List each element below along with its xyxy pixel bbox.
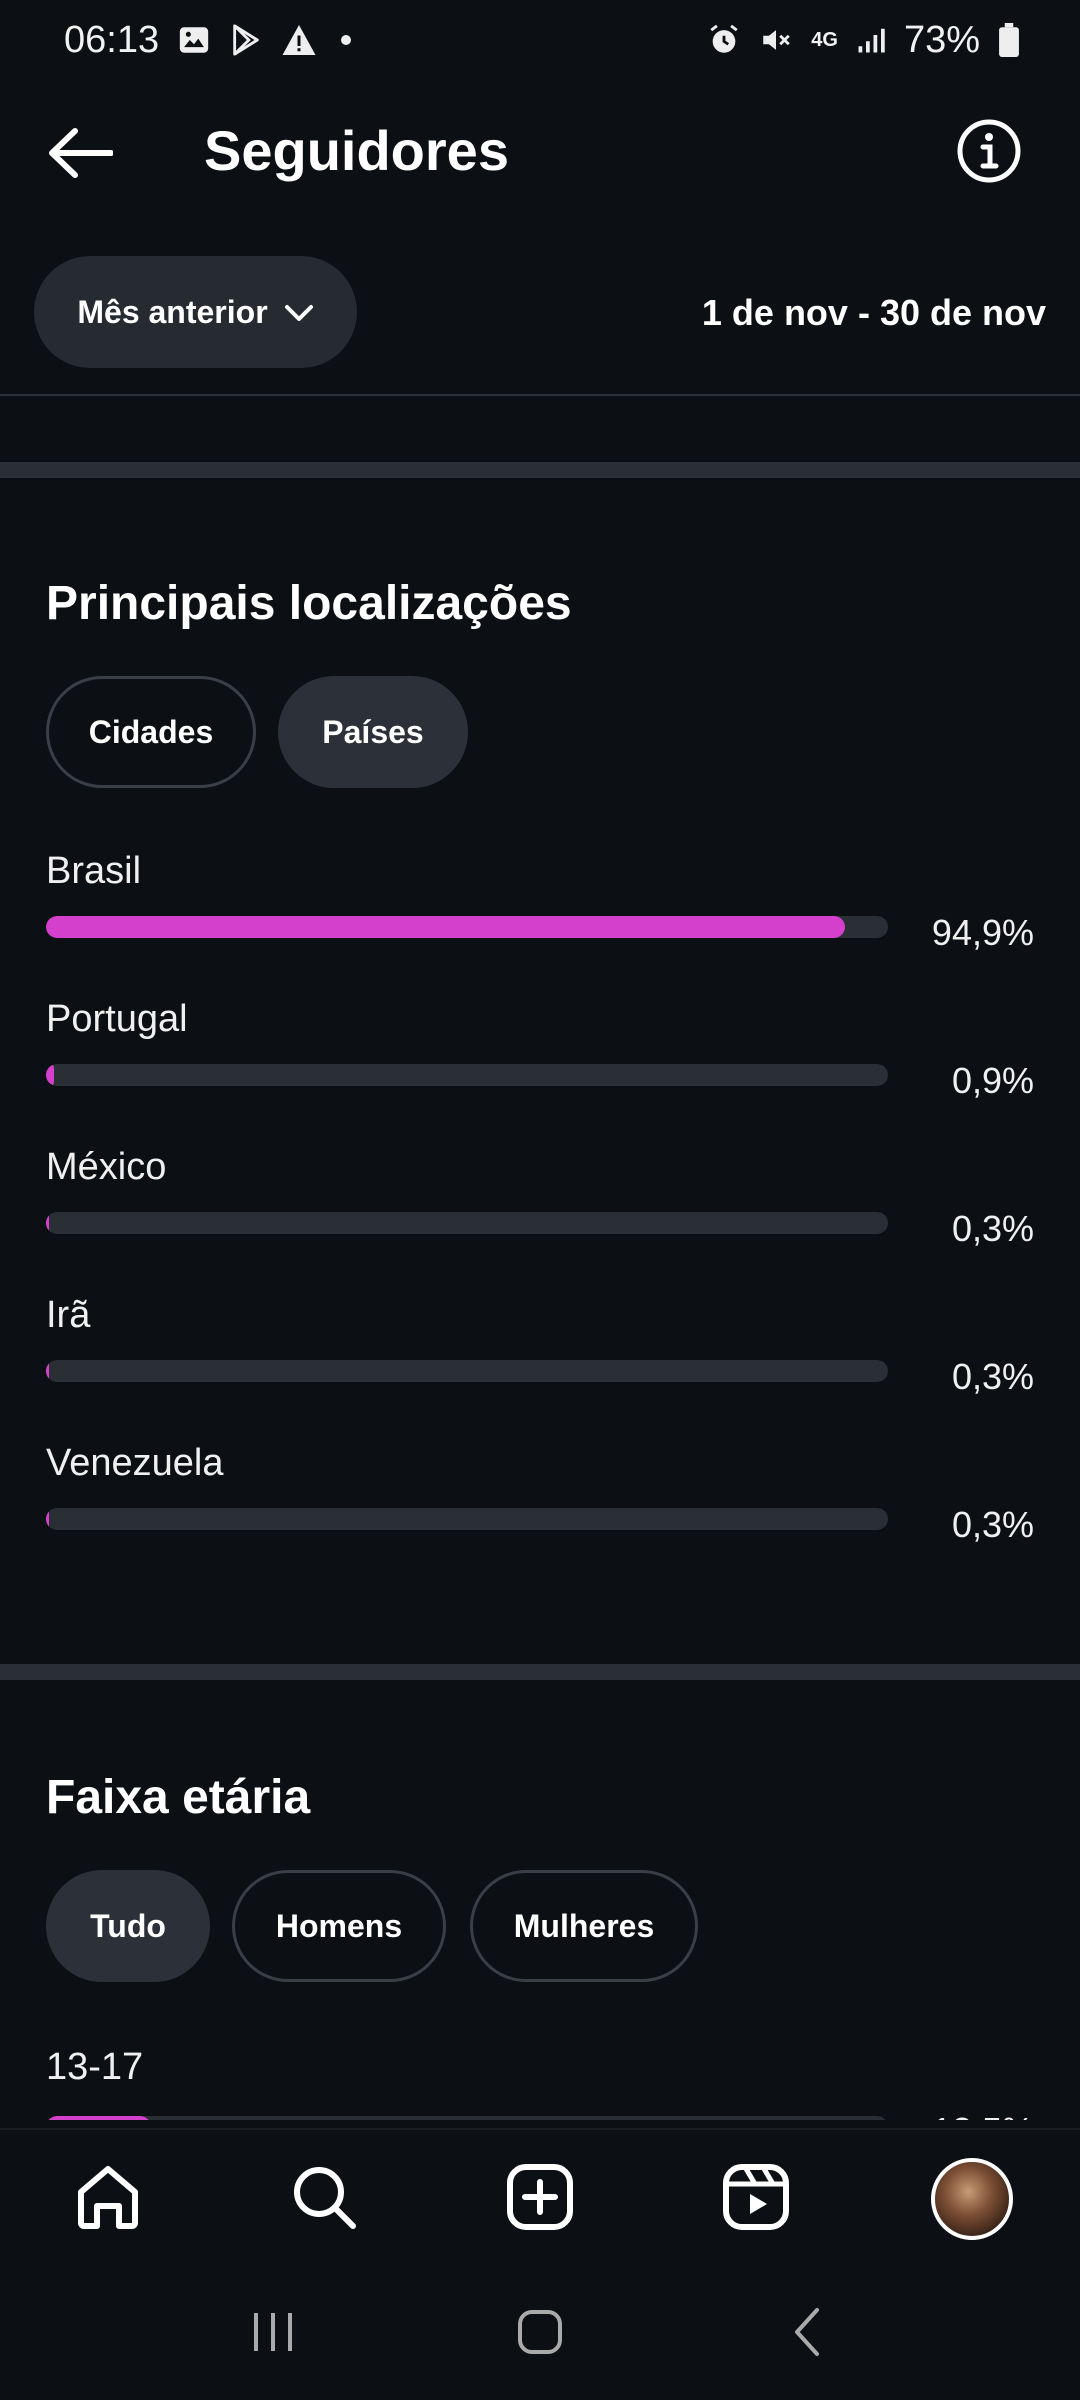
nav-home[interactable] <box>48 2139 168 2259</box>
tab-mulheres[interactable]: Mulheres <box>470 1870 698 1982</box>
page-title: Seguidores <box>204 119 509 182</box>
search-icon <box>289 2162 359 2237</box>
location-row: Venezuela 0,3% <box>46 1442 1046 1590</box>
location-bar-track <box>46 1508 888 1530</box>
recent-apps-button[interactable] <box>223 2294 323 2374</box>
locations-title: Principais localizações <box>46 577 572 630</box>
location-value: 0,3% <box>951 1208 1034 1249</box>
nav-search[interactable] <box>264 2139 384 2259</box>
location-value: 0,3% <box>951 1356 1034 1397</box>
location-label: Portugal <box>46 998 188 1040</box>
location-row: México 0,3% <box>46 1146 1046 1294</box>
alarm-icon <box>707 23 741 57</box>
tab-cidades[interactable]: Cidades <box>46 676 256 788</box>
create-icon <box>505 2162 575 2237</box>
location-bar-track <box>46 916 888 938</box>
location-bar-fill <box>46 1508 49 1530</box>
status-bar: 06:13 4G 73% <box>0 0 1080 80</box>
gallery-icon <box>177 23 211 57</box>
location-label: México <box>46 1146 167 1188</box>
filter-row: Mês anterior 1 de nov - 30 de nov <box>0 256 1080 372</box>
period-label: Mês anterior <box>77 293 268 330</box>
age-bar-fill <box>46 2116 152 2120</box>
date-range: 1 de nov - 30 de nov <box>701 292 1046 333</box>
home-square-icon <box>516 2308 564 2361</box>
section-separator <box>0 1664 1080 1680</box>
status-time: 06:13 <box>64 18 160 61</box>
location-label: Brasil <box>46 850 142 892</box>
location-value: 0,3% <box>951 1504 1034 1545</box>
location-label: Irã <box>46 1294 91 1336</box>
info-button[interactable] <box>954 118 1024 188</box>
location-bar-fill <box>46 1360 49 1382</box>
back-button[interactable] <box>40 120 120 190</box>
back-system-button[interactable] <box>757 2294 857 2374</box>
bottom-nav <box>0 2128 1080 2268</box>
warning-icon <box>281 23 317 57</box>
system-nav <box>0 2268 1080 2400</box>
battery-percent: 73% <box>903 18 980 61</box>
location-bar-track <box>46 1212 888 1234</box>
divider <box>0 394 1080 396</box>
location-bar-track <box>46 1360 888 1382</box>
location-bar-fill <box>46 1064 54 1086</box>
tab-label: Mulheres <box>513 1907 655 1944</box>
location-value: 0,9% <box>951 1060 1034 1101</box>
chevron-down-icon <box>284 294 314 331</box>
location-label: Venezuela <box>46 1442 224 1484</box>
tab-label: Tudo <box>90 1907 166 1944</box>
tab-label: Homens <box>275 1907 403 1944</box>
location-row: Portugal 0,9% <box>46 998 1046 1146</box>
reels-icon <box>721 2162 791 2237</box>
location-bar-fill <box>46 916 846 938</box>
tab-label: Cidades <box>88 713 214 750</box>
nav-reels[interactable] <box>696 2139 816 2259</box>
chevron-left-icon <box>789 2306 825 2363</box>
mute-icon <box>759 23 793 57</box>
tab-paises[interactable]: Países <box>278 676 468 788</box>
location-row: Brasil 94,9% <box>46 850 1046 998</box>
location-bar-fill <box>46 1212 49 1234</box>
network-type-label: 4G <box>811 29 838 51</box>
age-label: 13-17 <box>46 2046 144 2088</box>
tab-homens[interactable]: Homens <box>232 1870 446 1982</box>
info-icon <box>956 118 1022 189</box>
arrow-left-icon <box>47 127 114 183</box>
age-bar-track <box>46 2116 888 2120</box>
avatar <box>931 2158 1013 2240</box>
recent-apps-icon <box>250 2309 296 2360</box>
signal-icon <box>856 25 886 55</box>
nav-profile[interactable] <box>912 2139 1032 2259</box>
age-value: 12,5% <box>932 2110 1034 2120</box>
age-row: 13-17 12,5% <box>46 2040 1046 2120</box>
location-bar-track <box>46 1064 888 1086</box>
location-row: Irã 0,3% <box>46 1294 1046 1442</box>
location-value: 94,9% <box>931 912 1034 953</box>
app-header: Seguidores <box>0 100 1080 210</box>
network-type-icon: 4G <box>811 30 838 50</box>
battery-icon <box>998 23 1020 57</box>
tab-tudo[interactable]: Tudo <box>46 1870 210 1982</box>
home-system-button[interactable] <box>490 2294 590 2374</box>
section-separator <box>0 462 1080 478</box>
period-dropdown[interactable]: Mês anterior <box>34 256 357 368</box>
play-store-icon <box>229 23 263 57</box>
home-icon <box>73 2162 143 2237</box>
nav-create[interactable] <box>480 2139 600 2259</box>
notification-dot-icon <box>341 35 352 45</box>
age-title: Faixa etária <box>46 1771 311 1824</box>
tab-label: Países <box>322 713 424 750</box>
